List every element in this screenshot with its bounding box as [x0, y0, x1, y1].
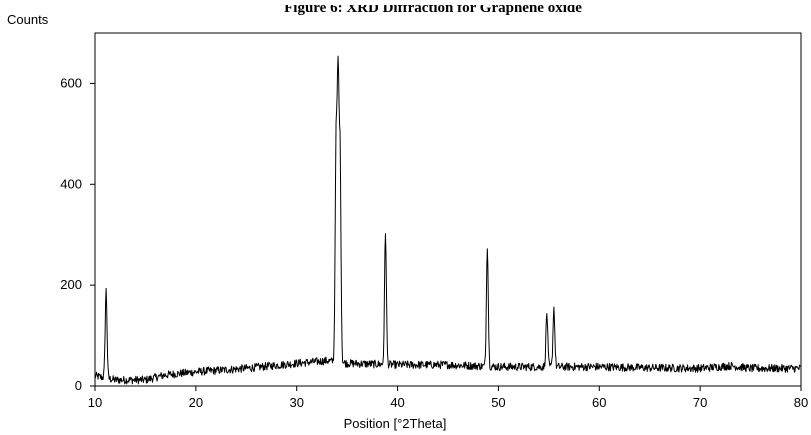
y-tick-label: 400 — [60, 176, 82, 191]
chart-title-group: Figure 6: XRD Diffraction for Graphene o… — [284, 0, 582, 16]
y-axis-label: Counts — [7, 12, 49, 27]
x-axis-label: Position [°2Theta] — [344, 416, 447, 431]
x-tick-label: 60 — [592, 395, 606, 410]
x-axis-ticks: 10 20 30 40 50 60 70 80 — [88, 386, 808, 410]
y-tick-label: 0 — [75, 378, 82, 393]
x-tick-label: 10 — [88, 395, 102, 410]
y-axis-ticks: 0 200 400 600 — [60, 75, 95, 393]
x-tick-label: 20 — [189, 395, 203, 410]
x-tick-label: 50 — [491, 395, 505, 410]
y-tick-label: 600 — [60, 75, 82, 90]
plot-frame — [94, 32, 802, 387]
diffraction-trace — [94, 55, 802, 385]
x-tick-label: 80 — [794, 395, 808, 410]
diffraction-trace-group — [94, 55, 802, 385]
x-tick-label: 30 — [289, 395, 303, 410]
chart-title: Figure 6: XRD Diffraction for Graphene o… — [284, 0, 582, 16]
x-tick-label: 70 — [693, 395, 707, 410]
x-tick-label: 40 — [390, 395, 404, 410]
y-tick-label: 200 — [60, 277, 82, 292]
